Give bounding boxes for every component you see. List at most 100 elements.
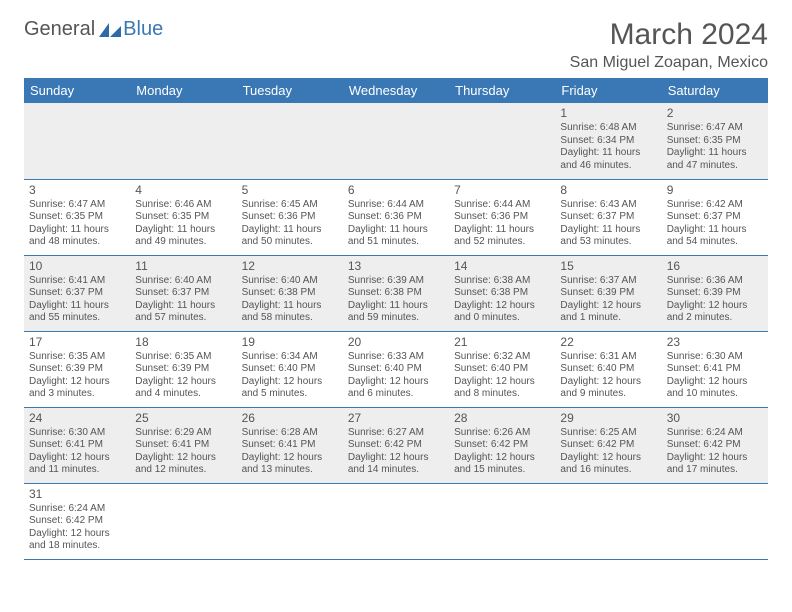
- day-cell: [343, 483, 449, 559]
- day-header-row: Sunday Monday Tuesday Wednesday Thursday…: [24, 78, 768, 103]
- sunrise-text: Sunrise: 6:39 AM: [348, 275, 444, 288]
- day-cell: 14Sunrise: 6:38 AMSunset: 6:38 PMDayligh…: [449, 255, 555, 331]
- day-number: 29: [560, 411, 656, 426]
- day-cell: 8Sunrise: 6:43 AMSunset: 6:37 PMDaylight…: [555, 179, 661, 255]
- day-cell: 16Sunrise: 6:36 AMSunset: 6:39 PMDayligh…: [662, 255, 768, 331]
- sunset-text: Sunset: 6:34 PM: [560, 135, 656, 148]
- sunrise-text: Sunrise: 6:34 AM: [242, 351, 338, 364]
- day-number: 8: [560, 183, 656, 198]
- week-row: 1Sunrise: 6:48 AMSunset: 6:34 PMDaylight…: [24, 103, 768, 179]
- daylight-text: Daylight: 12 hours and 8 minutes.: [454, 376, 550, 401]
- day-number: 17: [29, 335, 125, 350]
- day-number: 23: [667, 335, 763, 350]
- daylight-text: Daylight: 11 hours and 53 minutes.: [560, 224, 656, 249]
- day-cell: 29Sunrise: 6:25 AMSunset: 6:42 PMDayligh…: [555, 407, 661, 483]
- daylight-text: Daylight: 11 hours and 50 minutes.: [242, 224, 338, 249]
- day-cell: [24, 103, 130, 179]
- sunset-text: Sunset: 6:36 PM: [348, 211, 444, 224]
- sunrise-text: Sunrise: 6:29 AM: [135, 427, 231, 440]
- day-number: 7: [454, 183, 550, 198]
- sunrise-text: Sunrise: 6:24 AM: [667, 427, 763, 440]
- daylight-text: Daylight: 12 hours and 15 minutes.: [454, 452, 550, 477]
- sunset-text: Sunset: 6:35 PM: [135, 211, 231, 224]
- day-cell: [130, 103, 236, 179]
- sunrise-text: Sunrise: 6:44 AM: [454, 199, 550, 212]
- day-header: Thursday: [449, 78, 555, 103]
- day-number: 28: [454, 411, 550, 426]
- daylight-text: Daylight: 12 hours and 18 minutes.: [29, 528, 125, 553]
- daylight-text: Daylight: 12 hours and 17 minutes.: [667, 452, 763, 477]
- day-cell: 9Sunrise: 6:42 AMSunset: 6:37 PMDaylight…: [662, 179, 768, 255]
- calendar-table: Sunday Monday Tuesday Wednesday Thursday…: [24, 78, 768, 560]
- sunrise-text: Sunrise: 6:40 AM: [135, 275, 231, 288]
- day-cell: [130, 483, 236, 559]
- day-number: 27: [348, 411, 444, 426]
- sunset-text: Sunset: 6:39 PM: [135, 363, 231, 376]
- day-number: 12: [242, 259, 338, 274]
- daylight-text: Daylight: 12 hours and 3 minutes.: [29, 376, 125, 401]
- day-header: Saturday: [662, 78, 768, 103]
- day-number: 13: [348, 259, 444, 274]
- sunrise-text: Sunrise: 6:26 AM: [454, 427, 550, 440]
- sunset-text: Sunset: 6:38 PM: [348, 287, 444, 300]
- week-row: 10Sunrise: 6:41 AMSunset: 6:37 PMDayligh…: [24, 255, 768, 331]
- day-cell: 19Sunrise: 6:34 AMSunset: 6:40 PMDayligh…: [237, 331, 343, 407]
- sunset-text: Sunset: 6:41 PM: [667, 363, 763, 376]
- sunset-text: Sunset: 6:42 PM: [667, 439, 763, 452]
- sunset-text: Sunset: 6:42 PM: [454, 439, 550, 452]
- sunrise-text: Sunrise: 6:27 AM: [348, 427, 444, 440]
- daylight-text: Daylight: 11 hours and 58 minutes.: [242, 300, 338, 325]
- day-cell: 4Sunrise: 6:46 AMSunset: 6:35 PMDaylight…: [130, 179, 236, 255]
- day-cell: 21Sunrise: 6:32 AMSunset: 6:40 PMDayligh…: [449, 331, 555, 407]
- sunset-text: Sunset: 6:39 PM: [667, 287, 763, 300]
- week-row: 31Sunrise: 6:24 AMSunset: 6:42 PMDayligh…: [24, 483, 768, 559]
- sunset-text: Sunset: 6:35 PM: [29, 211, 125, 224]
- day-cell: 22Sunrise: 6:31 AMSunset: 6:40 PMDayligh…: [555, 331, 661, 407]
- day-cell: [555, 483, 661, 559]
- day-number: 2: [667, 106, 763, 121]
- sunrise-text: Sunrise: 6:47 AM: [29, 199, 125, 212]
- sunrise-text: Sunrise: 6:43 AM: [560, 199, 656, 212]
- day-cell: [237, 483, 343, 559]
- sunset-text: Sunset: 6:37 PM: [560, 211, 656, 224]
- daylight-text: Daylight: 11 hours and 47 minutes.: [667, 147, 763, 172]
- sunrise-text: Sunrise: 6:32 AM: [454, 351, 550, 364]
- sunrise-text: Sunrise: 6:38 AM: [454, 275, 550, 288]
- day-number: 19: [242, 335, 338, 350]
- sunrise-text: Sunrise: 6:25 AM: [560, 427, 656, 440]
- daylight-text: Daylight: 11 hours and 55 minutes.: [29, 300, 125, 325]
- brand-blue: Blue: [123, 18, 163, 41]
- day-number: 3: [29, 183, 125, 198]
- daylight-text: Daylight: 11 hours and 46 minutes.: [560, 147, 656, 172]
- day-number: 21: [454, 335, 550, 350]
- day-cell: 31Sunrise: 6:24 AMSunset: 6:42 PMDayligh…: [24, 483, 130, 559]
- day-cell: [237, 103, 343, 179]
- day-cell: 26Sunrise: 6:28 AMSunset: 6:41 PMDayligh…: [237, 407, 343, 483]
- sunrise-text: Sunrise: 6:31 AM: [560, 351, 656, 364]
- day-cell: 5Sunrise: 6:45 AMSunset: 6:36 PMDaylight…: [237, 179, 343, 255]
- sunrise-text: Sunrise: 6:45 AM: [242, 199, 338, 212]
- header: General Blue March 2024 San Miguel Zoapa…: [24, 18, 768, 72]
- daylight-text: Daylight: 11 hours and 48 minutes.: [29, 224, 125, 249]
- sunset-text: Sunset: 6:38 PM: [454, 287, 550, 300]
- day-number: 11: [135, 259, 231, 274]
- sunrise-text: Sunrise: 6:36 AM: [667, 275, 763, 288]
- sunset-text: Sunset: 6:36 PM: [454, 211, 550, 224]
- day-cell: 18Sunrise: 6:35 AMSunset: 6:39 PMDayligh…: [130, 331, 236, 407]
- daylight-text: Daylight: 12 hours and 16 minutes.: [560, 452, 656, 477]
- sunset-text: Sunset: 6:40 PM: [560, 363, 656, 376]
- day-number: 14: [454, 259, 550, 274]
- sunrise-text: Sunrise: 6:44 AM: [348, 199, 444, 212]
- sunset-text: Sunset: 6:37 PM: [135, 287, 231, 300]
- day-number: 5: [242, 183, 338, 198]
- day-cell: 15Sunrise: 6:37 AMSunset: 6:39 PMDayligh…: [555, 255, 661, 331]
- day-number: 24: [29, 411, 125, 426]
- day-cell: 23Sunrise: 6:30 AMSunset: 6:41 PMDayligh…: [662, 331, 768, 407]
- day-number: 26: [242, 411, 338, 426]
- week-row: 3Sunrise: 6:47 AMSunset: 6:35 PMDaylight…: [24, 179, 768, 255]
- day-cell: 7Sunrise: 6:44 AMSunset: 6:36 PMDaylight…: [449, 179, 555, 255]
- day-number: 9: [667, 183, 763, 198]
- day-number: 30: [667, 411, 763, 426]
- sunrise-text: Sunrise: 6:30 AM: [29, 427, 125, 440]
- day-number: 10: [29, 259, 125, 274]
